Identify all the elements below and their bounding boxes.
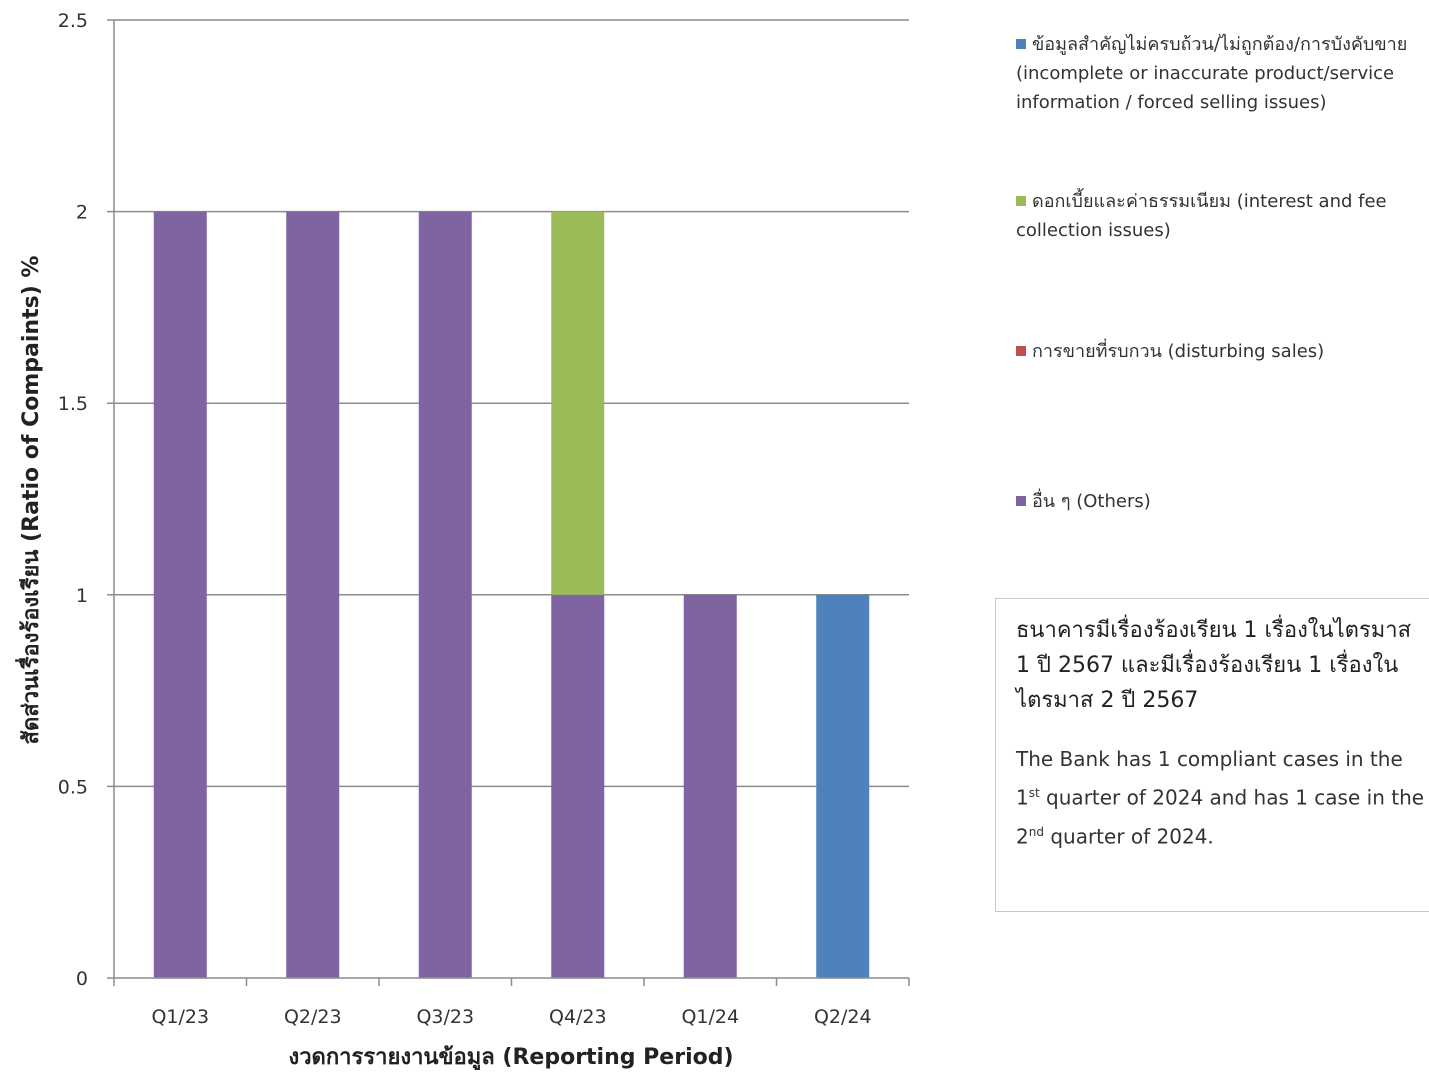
note-english-text: The Bank has 1 compliant cases in the 1s… — [1016, 742, 1429, 853]
x-tick-label: Q1/23 — [151, 1006, 209, 1028]
note-en-part1: The Bank has 1 compliant cases in the 1 — [1016, 747, 1403, 810]
legend-label: ดอกเบี้ยและค่าธรรมเนียม (interest and fe… — [1016, 191, 1387, 241]
bar-chart: 0 0.5 1 1.5 2 2.5 Q1/23 Q2/23 Q3/23 Q4/23 Q1/24 Q2… — [14, 10, 910, 1071]
legend-item: อื่น ๆ (Others) — [1016, 487, 1426, 516]
legend-swatch — [1016, 496, 1026, 506]
x-tick-label: Q3/23 — [416, 1006, 474, 1028]
bar-segment — [816, 594, 870, 978]
x-tick-label: Q2/24 — [814, 1006, 872, 1028]
x-tick-labels: Q1/23 Q2/23 Q3/23 Q4/23 Q1/24 Q2/24 — [151, 1006, 871, 1028]
note-en-sup1: st — [1028, 786, 1040, 800]
legend-item: การขายที่รบกวน (disturbing sales) — [1016, 337, 1426, 366]
note-en-part2: quarter of 2024 and has 1 case in the 2 — [1016, 785, 1425, 849]
bar-segment — [418, 211, 472, 979]
y-tick-label: 2.5 — [58, 10, 88, 32]
note-en-sup2: nd — [1028, 824, 1044, 839]
bar-segment — [153, 211, 207, 979]
legend-swatch — [1016, 39, 1026, 49]
bar-segment — [683, 594, 737, 978]
note-thai-text: ธนาคารมีเรื่องร้องเรียน 1 เรื่องในไตรมาส… — [1016, 618, 1412, 713]
y-tick-label: 0.5 — [58, 776, 88, 798]
y-tick-label: 0 — [76, 968, 88, 990]
y-tick-label: 1.5 — [58, 393, 88, 415]
legend-label: การขายที่รบกวน (disturbing sales) — [1032, 341, 1325, 362]
bars — [153, 211, 870, 979]
y-axis-title: สัดส่วนเรื่องร้องเรียน (Ratio of Compain… — [14, 256, 44, 745]
x-axis-title: งวดการรายงานข้อมูล (Reporting Period) — [288, 1045, 733, 1071]
legend-label: ข้อมูลสำคัญไม่ครบถ้วน/ไม่ถูกต้อง/การบังค… — [1016, 34, 1408, 113]
legend-swatch — [1016, 196, 1026, 206]
legend-label: อื่น ๆ (Others) — [1032, 491, 1151, 512]
x-tick-label: Q4/23 — [549, 1006, 607, 1028]
y-tick-labels: 0 0.5 1 1.5 2 2.5 — [58, 10, 88, 990]
legend-item: ดอกเบี้ยและค่าธรรมเนียม (interest and fe… — [1016, 187, 1426, 245]
note-box: ธนาคารมีเรื่องร้องเรียน 1 เรื่องในไตรมาส… — [995, 598, 1429, 912]
gridlines — [107, 19, 909, 979]
bar-segment — [551, 594, 605, 978]
bar-segment — [286, 211, 340, 979]
y-tick-label: 2 — [76, 202, 88, 224]
legend-item: ข้อมูลสำคัญไม่ครบถ้วน/ไม่ถูกต้อง/การบังค… — [1016, 30, 1426, 117]
bar-segment — [551, 211, 605, 595]
axes — [113, 20, 910, 986]
x-tick-label: Q1/24 — [681, 1006, 739, 1028]
legend-swatch — [1016, 346, 1026, 356]
y-tick-label: 1 — [76, 585, 88, 607]
note-en-part3: quarter of 2024. — [1043, 824, 1214, 849]
x-tick-label: Q2/23 — [284, 1006, 342, 1028]
